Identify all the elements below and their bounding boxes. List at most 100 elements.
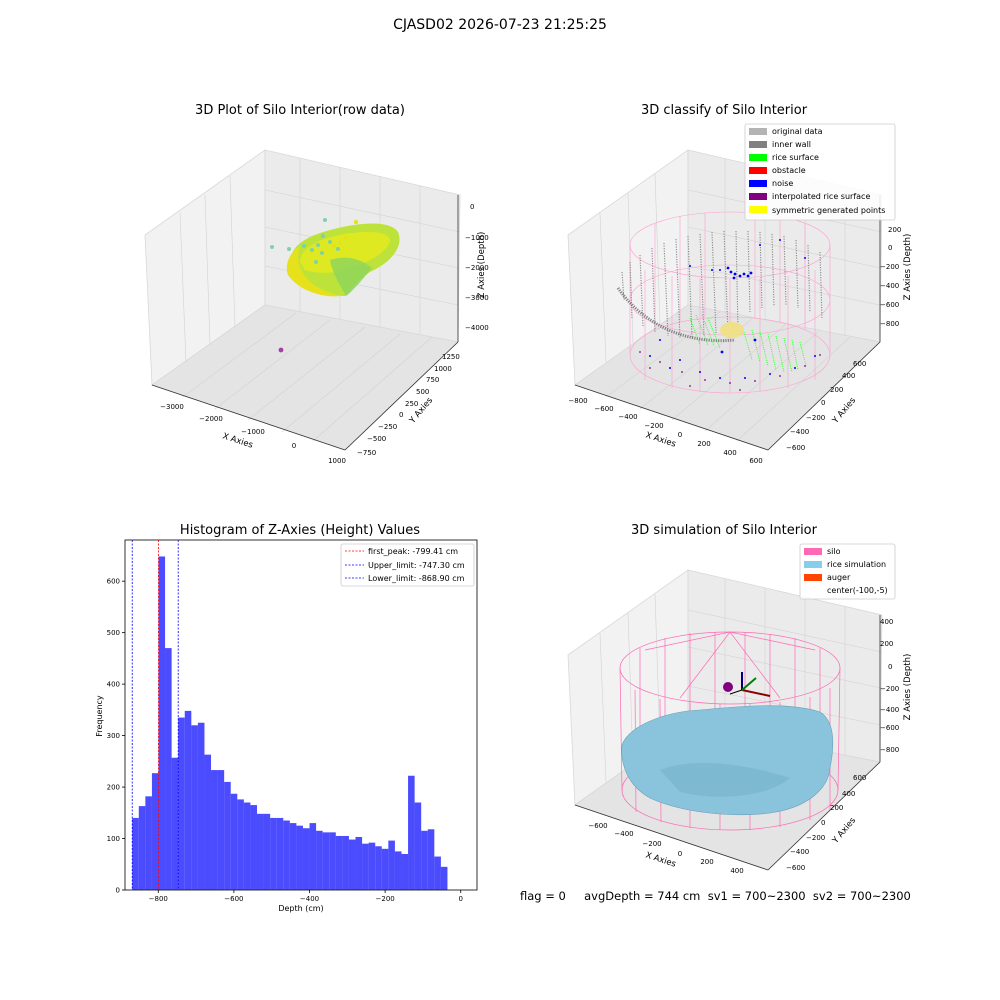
histogram-bar: [355, 836, 363, 890]
legend-label: center(-100,-5): [827, 586, 888, 595]
histogram-bar: [276, 817, 284, 890]
panel-d-xtick: 400: [730, 867, 743, 875]
histogram-bar: [158, 556, 166, 890]
histogram-bar: [375, 846, 382, 890]
panel-a-ytick: 1250: [442, 353, 460, 361]
histogram-bar: [440, 866, 448, 890]
panel-a-ztick: −3000: [465, 294, 489, 302]
panel-b-ytick: 400: [842, 372, 855, 380]
panel-a-ztick: −1000: [465, 234, 489, 242]
histogram-bar: [151, 773, 159, 890]
histogram-bar: [171, 757, 179, 890]
histogram-bar: [335, 835, 343, 890]
histogram-bar: [211, 770, 218, 890]
histogram-bar: [197, 722, 205, 890]
status-footer: flag = 0 avgDepth = 744 cm sv1 = 700~230…: [520, 889, 911, 903]
panel-a-rice-surface-shade: [330, 257, 372, 296]
panel-b-xtick: −200: [644, 422, 663, 430]
panel-d-ztick: −200: [880, 685, 899, 693]
histogram-bar: [224, 781, 231, 890]
histogram-bar: [296, 825, 303, 890]
histogram-bar: [322, 832, 330, 890]
histogram-legend: first_peak: -799.41 cm Upper_limit: -747…: [340, 543, 475, 587]
panel-a-xtick: 1000: [328, 457, 346, 465]
legend-label: noise: [772, 179, 793, 188]
figure-suptitle: CJASD02 2026-07-23 21:25:25: [393, 17, 607, 33]
panel-b-xtick: −600: [594, 405, 613, 413]
y-tick-label: 0: [116, 887, 120, 895]
panel-d-xlabel: X Axies: [644, 850, 677, 869]
panel-d-auger: [729, 672, 771, 697]
panel-c-title: Histogram of Z-Axies (Height) Values: [179, 523, 421, 538]
panel-d-ytick: 200: [830, 804, 843, 812]
histogram-bar: [342, 835, 349, 890]
legend-label: silo: [827, 547, 841, 556]
panel-a-ztick: −4000: [465, 324, 489, 332]
panel-b-xtick: 0: [678, 431, 682, 439]
histogram-bar: [237, 799, 244, 890]
panel-a-ytick: −250: [378, 423, 397, 431]
panel-a-ytick: 1000: [434, 365, 452, 373]
legend-swatch: [749, 180, 767, 187]
panel-b-ytick: 0: [821, 399, 825, 407]
panel-d-ytick: 0: [821, 819, 825, 827]
legend-swatch: [749, 167, 767, 174]
panel-d-legend: silo rice simulation auger center(-100,-…: [799, 543, 896, 600]
histogram-bar: [165, 648, 172, 890]
panel-a-ytick: 0: [399, 411, 403, 419]
histogram-bar: [257, 813, 264, 890]
histogram-ticks: −800 −600 −400 −200 0 0 100 200 300 400 500 600: [107, 578, 463, 903]
histogram-bar: [348, 839, 356, 890]
panel-a-xtick: 0: [292, 442, 296, 450]
panel-b-ytick: −200: [806, 414, 825, 422]
panel-d-ytick: 600: [853, 774, 866, 782]
legend-label: Lower_limit: -868.90 cm: [368, 574, 465, 583]
legend-swatch: [804, 561, 822, 568]
x-tick-label: −400: [300, 895, 319, 903]
panel-d-xtick: −400: [614, 830, 633, 838]
histogram-bar: [401, 853, 409, 890]
panel-b-ylabel: Y Axies: [830, 395, 858, 426]
panel-b-ztick: 200: [888, 226, 901, 234]
panel-a-scatter-yellow: [332, 219, 359, 248]
histogram-bar: [250, 805, 258, 890]
legend-swatch: [804, 574, 822, 581]
panel-d-rice-surface: [621, 705, 834, 816]
panel-d-xtick: −200: [642, 840, 661, 848]
panel-a: −3000 −2000 −1000 0 1000 −750 −500 −250 …: [144, 149, 489, 465]
histogram-bar: [329, 832, 336, 890]
panel-b: −800 −600 −400 −200 0 200 400 600 −600 −…: [567, 123, 913, 465]
panel-d-ytick: −400: [790, 848, 809, 856]
histogram-xlabel: Depth (cm): [278, 904, 323, 913]
histogram-bar: [132, 817, 139, 890]
panel-b-silo-wire: [629, 211, 831, 394]
panel-b-ztick: −400: [880, 282, 899, 290]
panel-d-ztick: 200: [880, 640, 893, 648]
panel-a-ytick: 250: [405, 400, 418, 408]
panel-a-title: 3D Plot of Silo Interior(row data): [195, 103, 405, 118]
panel-b-ytick: 600: [853, 360, 866, 368]
legend-label: rice surface: [772, 153, 819, 162]
histogram-bar: [263, 813, 271, 890]
histogram-bar: [421, 830, 428, 890]
histogram-bar: [362, 843, 369, 890]
panel-a-outlier: [278, 347, 284, 353]
histogram-reference-lines: [131, 540, 179, 890]
panel-a-ytick: −750: [357, 449, 376, 457]
panel-c: −800 −600 −400 −200 0 0 100 200 300 400 500 600 Dep…: [95, 539, 478, 913]
panel-a-ytick: −500: [367, 435, 386, 443]
histogram-bar: [309, 823, 317, 890]
panel-d-zlabel: Z Axies (Depth): [903, 654, 913, 721]
panel-b-zlabel: Z Axies (Depth): [903, 234, 913, 301]
histogram-bar: [145, 796, 152, 890]
legend-label: first_peak: -799.41 cm: [368, 547, 458, 556]
legend-label: original data: [772, 127, 823, 136]
panel-b-xtick: 200: [697, 440, 710, 448]
y-tick-label: 100: [107, 835, 120, 843]
x-tick-label: 0: [459, 895, 463, 903]
panel-b-ztick: −200: [880, 263, 899, 271]
x-tick-label: −800: [149, 895, 168, 903]
panel-d-center-marker: [723, 682, 733, 692]
histogram-bar: [283, 820, 290, 890]
panel-d-ztick: 0: [888, 663, 892, 671]
